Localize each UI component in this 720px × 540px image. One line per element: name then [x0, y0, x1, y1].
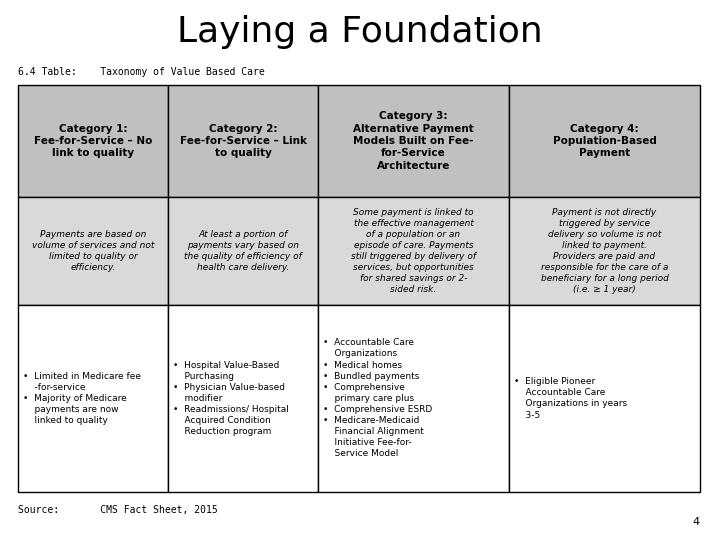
Bar — [18, 305, 168, 492]
Text: Source:       CMS Fact Sheet, 2015: Source: CMS Fact Sheet, 2015 — [18, 505, 217, 515]
Bar — [18, 197, 168, 305]
Bar — [509, 85, 700, 197]
Text: Laying a Foundation: Laying a Foundation — [177, 15, 543, 49]
Text: Payments are based on
volume of services and not
limited to quality or
efficienc: Payments are based on volume of services… — [32, 230, 154, 272]
Text: Category 1:
Fee-for-Service – No
link to quality: Category 1: Fee-for-Service – No link to… — [34, 124, 152, 158]
Bar — [318, 197, 509, 305]
Text: 4: 4 — [693, 517, 700, 527]
Text: Payment is not directly
triggered by service
delivery so volume is not
linked to: Payment is not directly triggered by ser… — [541, 207, 668, 294]
Text: At least a portion of
payments vary based on
the quality of efficiency of
health: At least a portion of payments vary base… — [184, 230, 302, 272]
Text: •  Accountable Care
    Organizations
•  Medical homes
•  Bundled payments
•  Co: • Accountable Care Organizations • Medic… — [323, 339, 432, 458]
Text: •  Eligible Pioneer
    Accountable Care
    Organizations in years
    3-5: • Eligible Pioneer Accountable Care Orga… — [514, 377, 627, 420]
Text: Some payment is linked to
the effective management
of a population or an
episode: Some payment is linked to the effective … — [351, 207, 476, 294]
Bar — [168, 197, 318, 305]
Bar — [168, 85, 318, 197]
Bar — [318, 85, 509, 197]
Text: •  Limited in Medicare fee
    -for-service
•  Majority of Medicare
    payments: • Limited in Medicare fee -for-service •… — [23, 372, 141, 425]
Text: •  Hospital Value-Based
    Purchasing
•  Physician Value-based
    modifier
•  : • Hospital Value-Based Purchasing • Phys… — [173, 361, 289, 436]
Text: Category 2:
Fee-for-Service – Link
to quality: Category 2: Fee-for-Service – Link to qu… — [179, 124, 307, 158]
Text: Category 3:
Alternative Payment
Models Built on Fee-
for-Service
Architecture: Category 3: Alternative Payment Models B… — [354, 111, 474, 171]
Bar — [509, 197, 700, 305]
Text: 6.4 Table:    Taxonomy of Value Based Care: 6.4 Table: Taxonomy of Value Based Care — [18, 67, 265, 77]
Text: Category 4:
Population-Based
Payment: Category 4: Population-Based Payment — [552, 124, 657, 158]
Bar — [509, 305, 700, 492]
Bar — [168, 305, 318, 492]
Bar — [318, 305, 509, 492]
Bar — [18, 85, 168, 197]
